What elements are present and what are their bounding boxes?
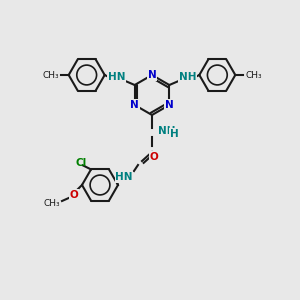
Text: H: H [170,129,179,139]
Text: N: N [165,100,174,110]
Text: N: N [130,100,139,110]
Text: O: O [70,190,78,200]
Text: CH₃: CH₃ [44,199,60,208]
Text: HN: HN [108,72,125,82]
Text: HN: HN [115,172,133,182]
Text: N: N [148,70,156,80]
Text: O: O [150,152,159,162]
Text: CH₃: CH₃ [245,70,262,80]
Text: Cl: Cl [75,158,87,168]
Text: CH₃: CH₃ [42,70,59,80]
Text: NH: NH [178,72,196,82]
Text: NH: NH [158,126,175,136]
